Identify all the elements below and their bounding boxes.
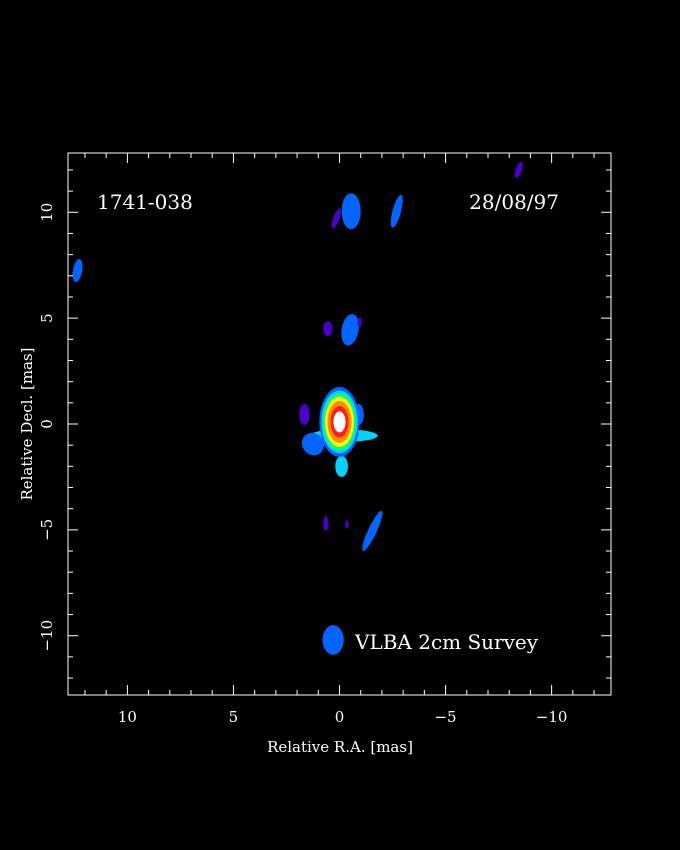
x-tick-label: −5 bbox=[434, 708, 456, 726]
axis-ticks bbox=[68, 153, 611, 695]
x-tick-label: 10 bbox=[118, 708, 137, 726]
emission-component-5 bbox=[341, 314, 359, 346]
emission-component-10 bbox=[362, 510, 383, 552]
emission-component-1 bbox=[331, 208, 342, 229]
emission-component-3 bbox=[514, 161, 523, 178]
core-contour-6 bbox=[333, 411, 346, 433]
observation-date-label: 28/08/97 bbox=[469, 190, 559, 214]
extended-emission-2 bbox=[335, 455, 348, 477]
tick-labels: 10 5 0 −5 −10 10 5 0 −5 −10 bbox=[38, 203, 567, 726]
y-tick-label: −5 bbox=[38, 519, 56, 541]
y-tick-label: 0 bbox=[38, 419, 56, 429]
emission-component-0 bbox=[341, 193, 361, 230]
x-tick-label: −10 bbox=[536, 708, 568, 726]
emission-component-6 bbox=[323, 321, 333, 337]
beam-ellipse bbox=[322, 625, 344, 655]
y-tick-label: −10 bbox=[38, 620, 56, 652]
emission-component-2 bbox=[390, 194, 403, 228]
y-tick-label: 10 bbox=[38, 203, 56, 222]
emission-component-4 bbox=[72, 259, 83, 283]
emission-component-11 bbox=[323, 516, 329, 531]
y-tick-label: 5 bbox=[38, 313, 56, 323]
x-tick-label: 5 bbox=[229, 708, 239, 726]
emission-layer bbox=[72, 161, 523, 655]
emission-component-9 bbox=[301, 432, 325, 456]
survey-caption: VLBA 2cm Survey bbox=[354, 630, 539, 654]
x-axis-label: Relative R.A. [mas] bbox=[267, 738, 413, 756]
x-tick-label: 0 bbox=[335, 708, 345, 726]
y-axis-label: Relative Decl. [mas] bbox=[18, 347, 36, 500]
emission-component-12 bbox=[345, 520, 349, 529]
emission-component-8 bbox=[299, 403, 310, 426]
source-name-label: 1741-038 bbox=[97, 190, 193, 214]
emission-component-7 bbox=[357, 317, 362, 328]
